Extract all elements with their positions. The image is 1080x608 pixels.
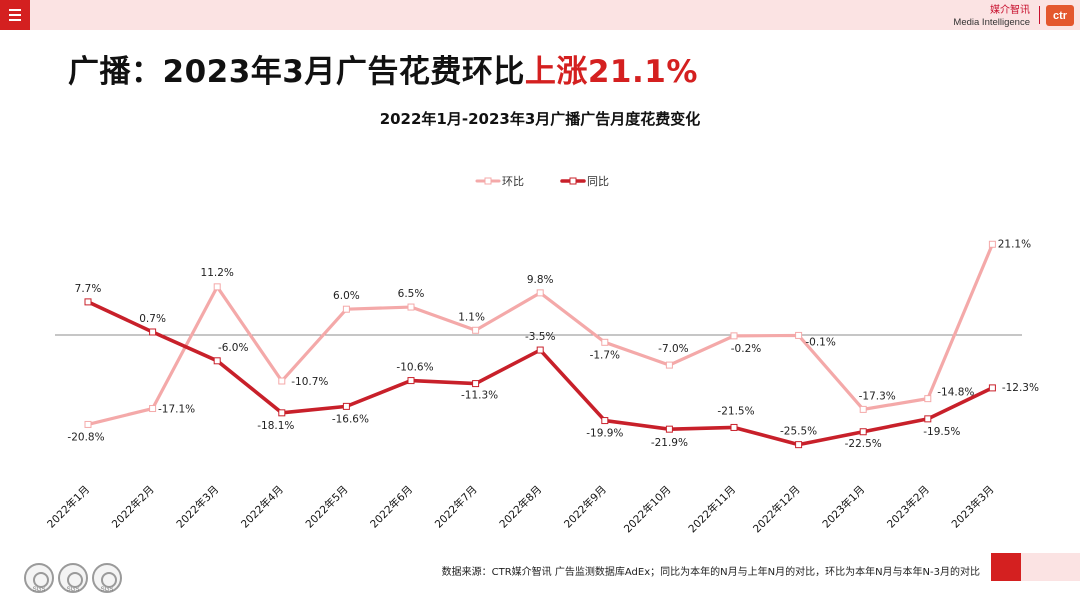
x-tick-label: 2023年1月 [820, 483, 868, 531]
yoy-point [342, 402, 350, 410]
mom-data-label: -20.8% [67, 431, 104, 443]
yoy-point [536, 346, 544, 354]
legend-label-yoy: 同比 [587, 175, 609, 188]
yoy-point [407, 377, 415, 385]
yoy-point [601, 417, 609, 425]
yoy-data-label: -18.1% [257, 420, 294, 432]
x-tick-label: 2022年1月 [44, 483, 92, 531]
menu-icon[interactable] [0, 0, 30, 30]
legend-marker [484, 177, 492, 185]
mom-point [665, 361, 673, 369]
mom-point [149, 405, 157, 413]
footer-accent-pink [1021, 553, 1080, 581]
yoy-point [149, 328, 157, 336]
brand-name-en: Media Intelligence [953, 17, 1030, 28]
yoy-data-label: 7.7% [75, 283, 102, 295]
x-tick-label: 2022年11月 [686, 483, 738, 535]
brand-name-cn: 媒介智讯 [990, 5, 1030, 16]
yoy-series-line [86, 300, 995, 447]
x-tick-label: 2023年3月 [949, 483, 997, 531]
x-tick-label: 2023年2月 [884, 483, 932, 531]
yoy-data-label: -19.9% [586, 428, 623, 440]
yoy-data-label: -16.6% [332, 413, 369, 425]
yoy-point [472, 380, 480, 388]
x-tick-label: 2022年4月 [238, 483, 286, 531]
mom-data-label: -10.7% [291, 376, 328, 388]
yoy-point [859, 428, 867, 436]
yoy-point [665, 425, 673, 433]
mom-point [924, 395, 932, 403]
mom-point [472, 326, 480, 334]
mom-point [730, 332, 738, 340]
chart-title: 2022年1月-2023年3月广播广告月度花费变化 [379, 110, 701, 128]
mom-data-label: -0.1% [805, 336, 835, 348]
mom-point [988, 240, 996, 248]
yoy-data-label: -19.5% [923, 426, 960, 438]
x-tick-label: 2022年2月 [109, 483, 157, 531]
sgs-badge-icon: SGS [24, 563, 54, 593]
x-tick-label: 2022年5月 [303, 483, 351, 531]
yoy-data-label: -21.5% [717, 405, 754, 417]
yoy-point [278, 409, 286, 417]
mom-data-label: 11.2% [201, 267, 234, 279]
yoy-data-label: -10.6% [396, 362, 433, 374]
brand-divider [1039, 6, 1040, 24]
x-tick-label: 2022年12月 [750, 483, 802, 535]
mom-data-label: 6.5% [398, 288, 425, 300]
mom-point [407, 303, 415, 311]
ctr-logo: ctr [1046, 5, 1074, 26]
mom-data-label: 9.8% [527, 274, 554, 286]
yoy-point [730, 423, 738, 431]
yoy-point [213, 357, 221, 365]
yoy-data-label: -21.9% [651, 437, 688, 449]
x-tick-label: 2022年6月 [367, 483, 415, 531]
mom-data-label: -0.2% [731, 343, 761, 355]
mom-data-label: -17.1% [158, 404, 195, 416]
mom-data-label: -14.8% [937, 387, 974, 399]
x-tick-label: 2022年10月 [621, 483, 673, 535]
mom-point [601, 338, 609, 346]
mom-point [342, 305, 350, 313]
x-tick-label: 2022年7月 [432, 483, 480, 531]
mom-data-label: 6.0% [333, 290, 360, 302]
page-title: 广播：2023年3月广告花费环比上涨21.1% [68, 46, 698, 91]
yoy-data-label: 0.7% [139, 313, 166, 325]
x-tick-label: 2022年3月 [174, 483, 222, 531]
title-highlight: 上涨21.1% [524, 54, 698, 90]
sgs-badge-icon: SGS [92, 563, 122, 593]
x-tick-label: 2022年9月 [561, 483, 609, 531]
data-source-note: 数据来源：CTR媒介智讯 广告监测数据库AdEx；同比为本年的N月与上年N月的对… [441, 567, 980, 578]
legend-label-mom: 环比 [502, 175, 524, 188]
mom-data-label: 1.1% [458, 311, 485, 323]
yoy-data-label: -6.0% [218, 342, 248, 354]
mom-point [536, 289, 544, 297]
sgs-badge-icon: SGS [58, 563, 88, 593]
footer-accent-red [991, 553, 1021, 581]
mom-data-label: -1.7% [590, 349, 620, 361]
top-bar: 媒介智讯 Media Intelligence ctr [0, 0, 1080, 30]
mom-point [795, 331, 803, 339]
yoy-point [84, 298, 92, 306]
mom-data-label: 21.1% [998, 238, 1031, 250]
yoy-data-label: -22.5% [845, 438, 882, 450]
mom-point [213, 283, 221, 291]
yoy-data-label: -12.3% [1002, 382, 1039, 394]
brand: 媒介智讯 Media Intelligence [953, 6, 1030, 28]
certification-badges: SGS SGS SGS [24, 563, 122, 593]
yoy-point [924, 415, 932, 423]
yoy-data-label: -25.5% [780, 426, 817, 438]
title-main: 广播：2023年3月广告花费环比 [68, 54, 525, 90]
yoy-point [795, 441, 803, 449]
yoy-data-label: -11.3% [461, 390, 498, 402]
mom-data-label: -7.0% [658, 343, 688, 355]
mom-point [84, 420, 92, 428]
mom-data-label: -17.3% [859, 390, 896, 402]
mom-point [859, 405, 867, 413]
legend-marker [569, 177, 577, 185]
x-tick-label: 2022年8月 [497, 483, 545, 531]
yoy-data-label: -3.5% [525, 331, 555, 343]
yoy-point [988, 384, 996, 392]
mom-point [278, 377, 286, 385]
